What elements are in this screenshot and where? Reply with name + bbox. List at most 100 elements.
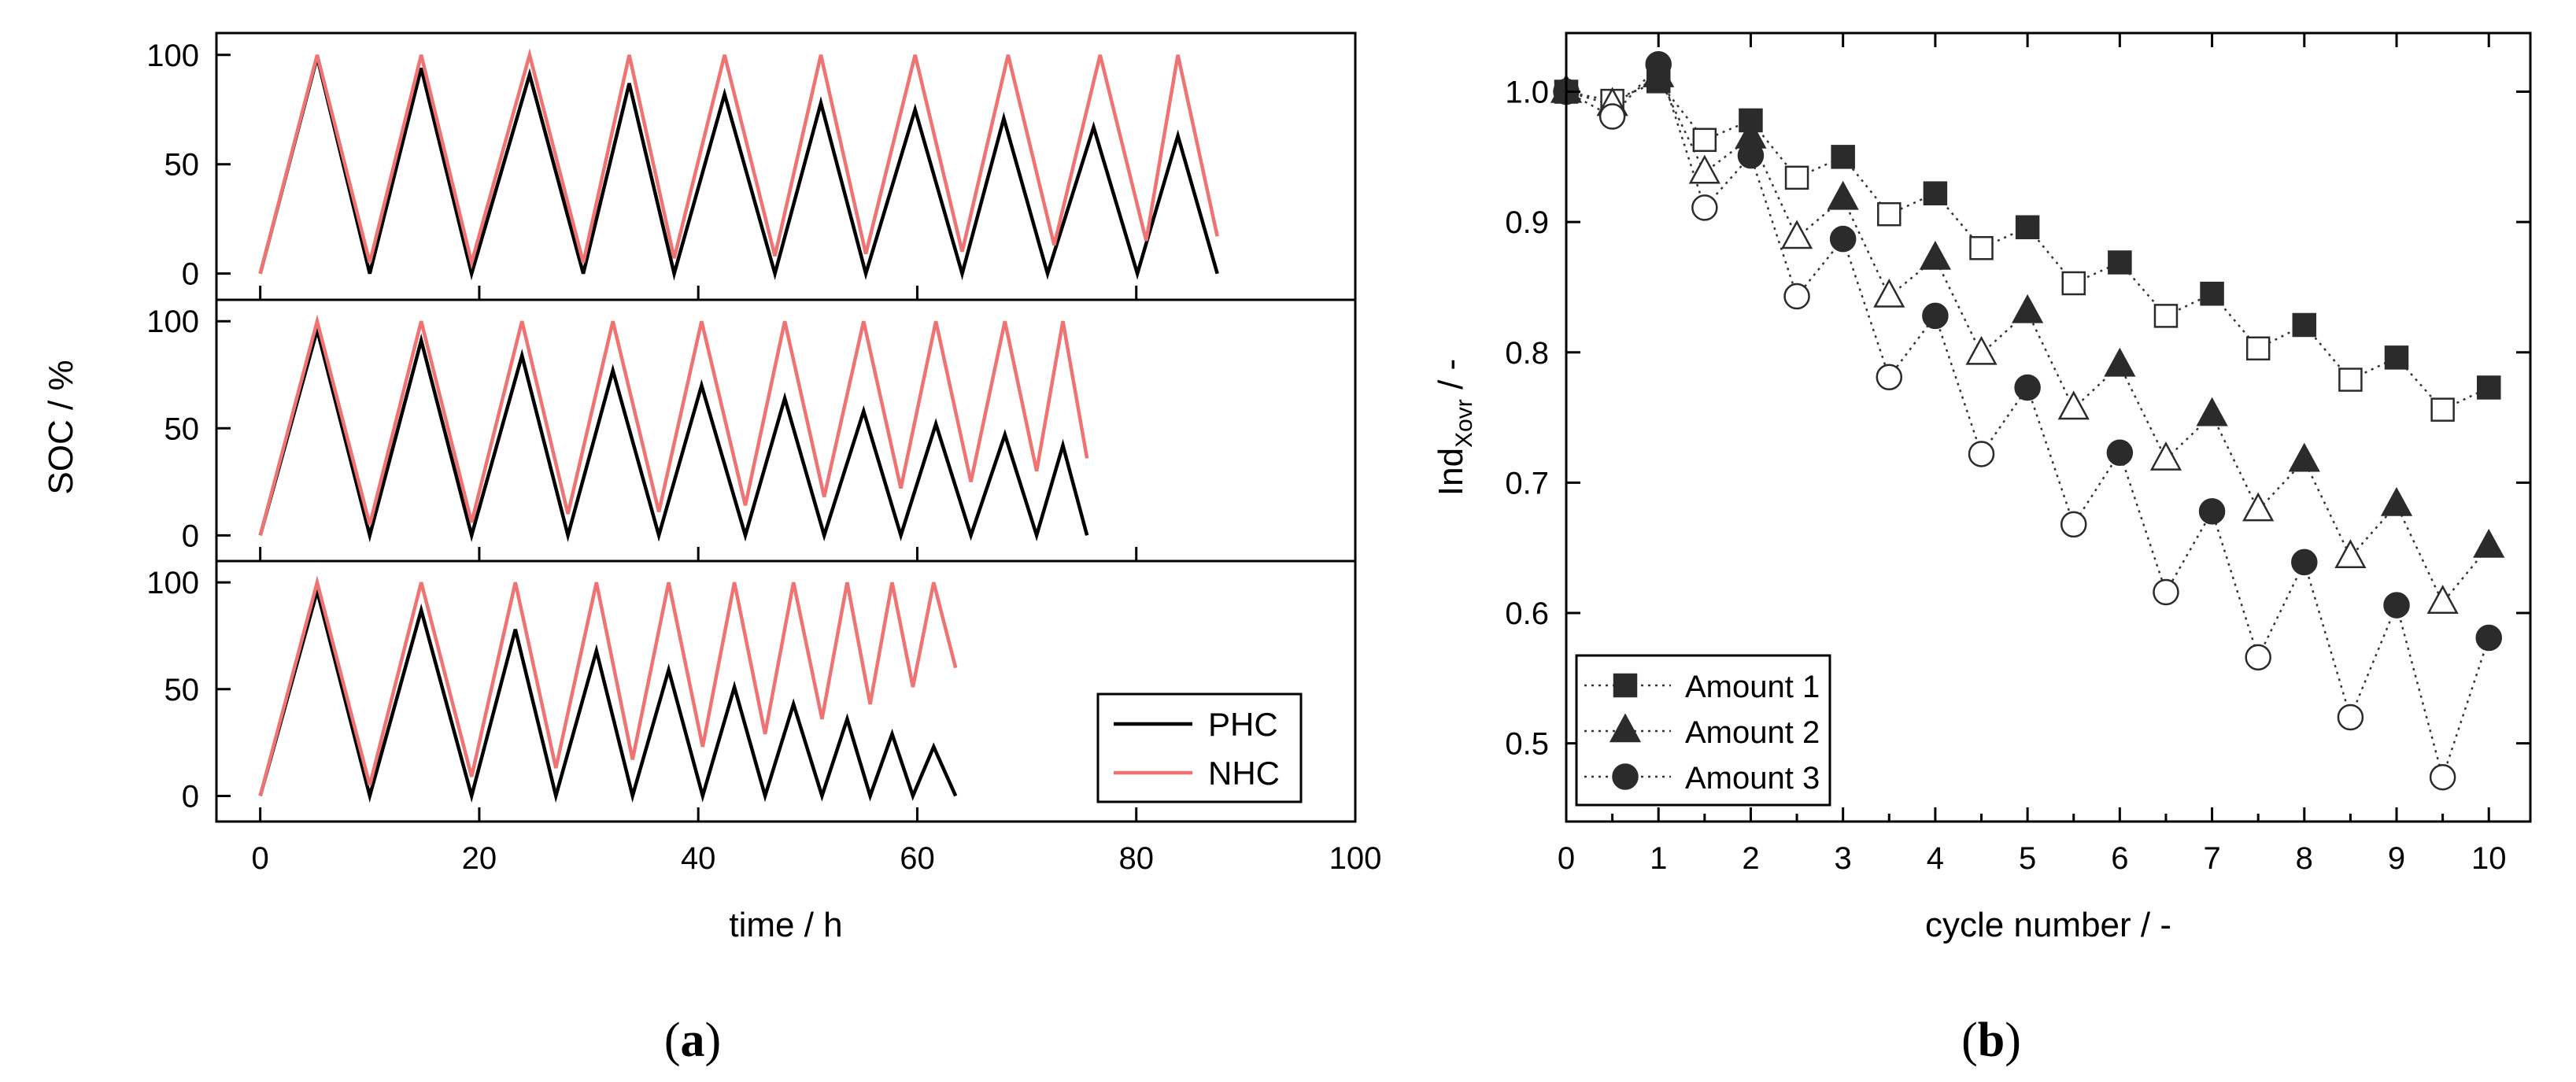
- data-point-amount-3-11: [2060, 511, 2087, 538]
- series-line-nhc-subplot-2: [258, 314, 1089, 536]
- data-point-amount-3-3: [1691, 194, 1718, 221]
- x-tick-label-5: 5: [2019, 841, 2036, 876]
- data-point-amount-1-3: [1692, 127, 1717, 153]
- y-tick-label-4: 0.9: [1505, 205, 1549, 240]
- y-tick-label-50-subplot-2: 50: [164, 412, 200, 446]
- data-point-amount-3-8: [1922, 302, 1949, 330]
- y-tick-label-0-subplot-2: 0: [182, 519, 199, 553]
- x-tick-label-80: 80: [1118, 841, 1154, 876]
- legend-label-nhc: NHC: [1208, 755, 1280, 792]
- series-line-nhc-subplot-3: [258, 575, 958, 796]
- data-point-amount-2-15: [2242, 492, 2275, 522]
- data-point-amount-1-5: [1784, 165, 1809, 190]
- caption-b-letter: b: [1978, 1014, 2005, 1067]
- x-tick-label-0: 0: [252, 841, 269, 876]
- data-point-amount-3-6: [1829, 225, 1857, 253]
- data-point-amount-1-19: [2430, 397, 2455, 422]
- legend-label-amount-3: Amount 3: [1685, 761, 1820, 796]
- data-point-amount-2-6: [1827, 180, 1859, 210]
- legend-label-phc: PHC: [1208, 706, 1278, 743]
- data-point-amount-3-2: [1645, 50, 1672, 78]
- x-tick-label-60: 60: [900, 841, 935, 876]
- subplot-frame-2: [215, 298, 1357, 563]
- data-point-amount-1-7: [1877, 201, 1902, 227]
- y-tick-label-100-subplot-1: 100: [146, 39, 199, 73]
- data-point-amount-1-17: [2338, 367, 2363, 392]
- data-point-amount-3-16: [2291, 548, 2318, 576]
- series-line-phc-subplot-2: [258, 323, 1089, 543]
- y-tick-label-0-subplot-3: 0: [182, 779, 199, 814]
- data-point-amount-1-11: [2061, 271, 2086, 296]
- data-point-amount-2-7: [1873, 278, 1905, 308]
- legend-marker-amount-1: [1613, 673, 1638, 698]
- data-point-amount-2-3: [1688, 154, 1720, 184]
- data-point-amount-2-20: [2473, 528, 2505, 558]
- data-point-amount-1-13: [2153, 304, 2179, 328]
- data-point-amount-3-9: [1968, 441, 1995, 467]
- legend-marker-amount-2: [1609, 713, 1642, 743]
- x-tick-label-7: 7: [2203, 841, 2220, 876]
- data-point-amount-2-17: [2334, 539, 2367, 569]
- y-axis-label-main: Ind: [1432, 448, 1470, 496]
- data-point-amount-2-5: [1780, 220, 1813, 249]
- data-point-amount-1-14: [2200, 281, 2224, 306]
- series-line-phc-subplot-1: [258, 57, 1219, 281]
- x-tick-label-8: 8: [2296, 841, 2313, 876]
- series-line-nhc-subplot-1: [258, 48, 1219, 275]
- data-point-amount-3-19: [2429, 763, 2456, 791]
- y-axis-label-unit: / -: [1432, 359, 1470, 399]
- panel-a-soc-chart: 0 50 100 0 50 100 0 50 100 0 20 40 60 80 100 time / h SO…: [42, 31, 1381, 944]
- data-point-amount-3-14: [2198, 498, 2226, 525]
- x-tick-label-20: 20: [462, 841, 497, 876]
- caption-a-close: ): [705, 1014, 722, 1067]
- data-point-amount-2-13: [2149, 441, 2182, 471]
- data-point-amount-1-16: [2292, 312, 2317, 338]
- legend-label-amount-1: Amount 1: [1685, 670, 1820, 704]
- data-point-amount-1-10: [2015, 215, 2040, 240]
- series-line-phc-subplot-3: [258, 584, 958, 803]
- x-tick-label-9: 9: [2388, 841, 2405, 876]
- caption-a-letter: a: [681, 1014, 705, 1067]
- y-tick-label-3: 0.8: [1505, 336, 1549, 371]
- data-point-amount-3-13: [2153, 578, 2179, 606]
- x-tick-label-4: 4: [1927, 841, 1944, 876]
- data-point-amount-3-12: [2106, 439, 2134, 467]
- data-point-amount-3-7: [1876, 364, 1903, 390]
- data-point-amount-3-18: [2383, 592, 2410, 619]
- y-tick-label-50-subplot-3: 50: [164, 673, 200, 707]
- data-point-amount-3-20: [2475, 624, 2502, 652]
- data-point-amount-2-11: [2057, 390, 2090, 420]
- data-point-amount-2-14: [2196, 397, 2228, 427]
- y-tick-label-100-subplot-3: 100: [146, 566, 199, 600]
- y-tick-label-0-subplot-1: 0: [182, 257, 199, 292]
- x-tick-label-40: 40: [681, 841, 716, 876]
- data-point-amount-2-10: [2012, 294, 2044, 323]
- caption-b-open: (: [1961, 1014, 1978, 1067]
- data-point-amount-2-8: [1919, 240, 1952, 270]
- caption-b: (b): [1961, 1014, 2021, 1067]
- y-tick-label-50-subplot-1: 50: [164, 148, 200, 183]
- legend-marker-amount-3: [1612, 763, 1639, 790]
- panel-b-index-chart: 0 1 2 3 4 5 6 7 8 9 10 0.5 0.6 0.7 0.8 0.9 1.0 cycle numb…: [1432, 31, 2532, 944]
- x-tick-label-3: 3: [1835, 841, 1852, 876]
- legend-box: [1096, 692, 1303, 803]
- y-tick-label-1: 0.6: [1505, 596, 1549, 631]
- x-tick-label-6: 6: [2111, 841, 2128, 876]
- data-point-amount-1-9: [1969, 236, 1994, 260]
- data-point-amount-3-17: [2337, 703, 2364, 731]
- subplot-frame-1: [215, 31, 1357, 301]
- data-point-amount-1-18: [2384, 345, 2409, 370]
- data-point-amount-2-12: [2104, 347, 2136, 377]
- data-point-amount-1-12: [2108, 250, 2132, 275]
- x-tick-label-1: 1: [1650, 841, 1667, 876]
- data-point-amount-3-5: [1783, 283, 1810, 310]
- y-tick-label-5: 1.0: [1505, 76, 1549, 110]
- y-tick-label-2: 0.7: [1505, 466, 1549, 500]
- data-point-amount-2-9: [1965, 335, 1998, 365]
- data-point-amount-1-15: [2245, 336, 2271, 361]
- data-point-amount-3-1: [1598, 103, 1626, 130]
- caption-a: (a): [664, 1014, 721, 1067]
- data-point-amount-3-10: [2014, 374, 2041, 401]
- caption-b-close: ): [2005, 1014, 2021, 1067]
- x-tick-label-0: 0: [1558, 841, 1575, 876]
